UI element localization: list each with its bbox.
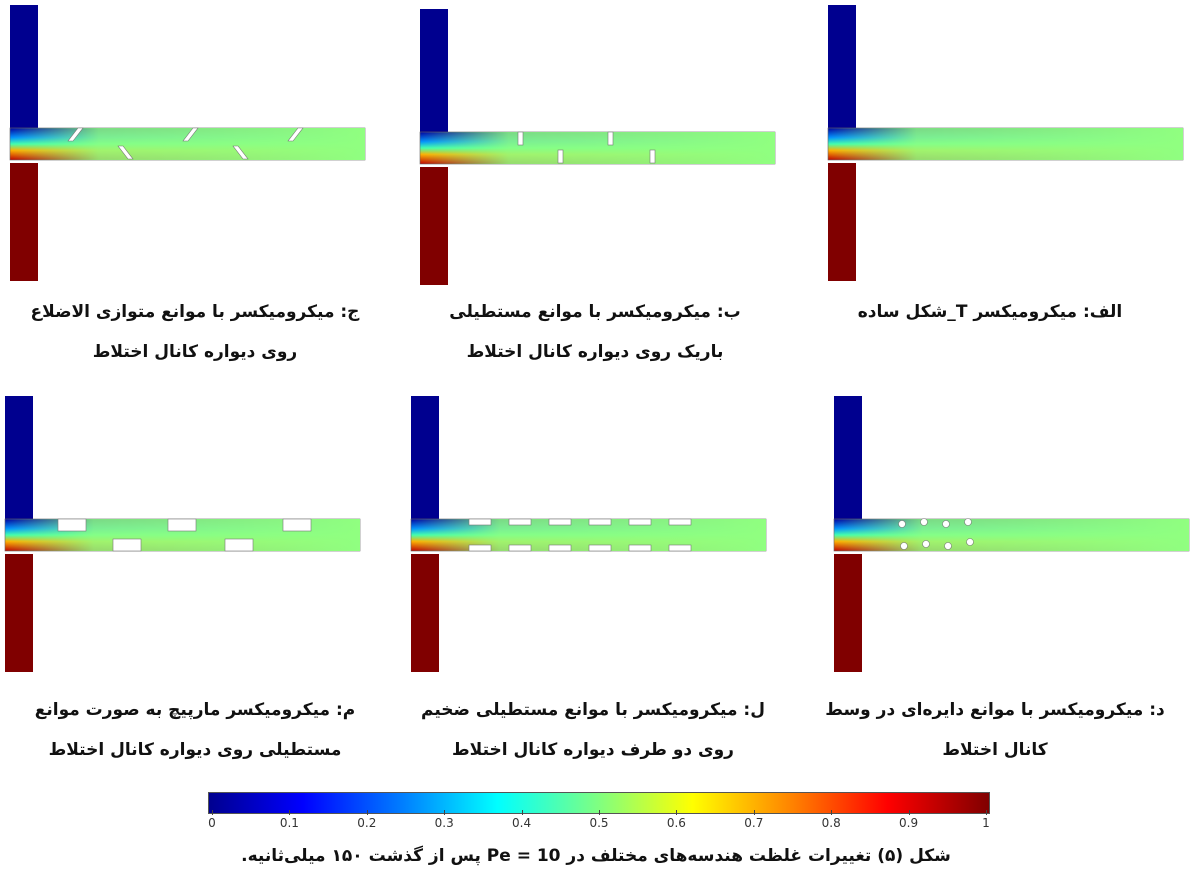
obstacle xyxy=(167,518,197,532)
colorbar-tick-mark xyxy=(753,810,755,815)
colorbar-tick-label: 0.6 xyxy=(666,816,686,830)
obstacle xyxy=(944,542,952,550)
caption-mim: م: میکرومیکسر مارپیچ به صورت موانع مستطیل… xyxy=(34,700,356,760)
panel-alef xyxy=(826,5,1192,295)
panel-lam xyxy=(409,396,789,686)
colorbar-tick-label: 0.9 xyxy=(899,816,919,830)
obstacle xyxy=(649,149,656,164)
obstacle xyxy=(588,518,612,526)
inlet-top xyxy=(834,396,862,524)
obstacle xyxy=(508,544,532,552)
colorbar-tick-label: 1 xyxy=(982,816,990,830)
obstacle xyxy=(232,145,249,160)
colorbar-tick-mark xyxy=(831,810,833,815)
inlet-top xyxy=(420,9,448,137)
inlet-top xyxy=(411,396,439,524)
obstacle xyxy=(112,538,142,552)
mixer-geometry xyxy=(4,396,361,672)
obstacle xyxy=(942,520,950,528)
caption-jim: ج: میکرومیکسر با موانع متوازی الاضلاع روی… xyxy=(30,302,360,362)
mixer-geometry xyxy=(827,5,1184,281)
panel-mim xyxy=(3,396,383,686)
obstacle xyxy=(182,127,199,142)
obstacles xyxy=(57,518,312,552)
mixer-geometry xyxy=(9,5,366,281)
figure-caption: شکل (۵) تغییرات غلظت هندسه‌های مختلف در … xyxy=(241,846,951,866)
inlet-top xyxy=(10,5,38,133)
obstacle xyxy=(628,518,652,526)
mixing-overlay xyxy=(420,132,775,164)
panel-jim xyxy=(8,5,388,295)
panel-be xyxy=(418,9,798,299)
obstacle xyxy=(964,518,972,526)
colorbar-tick-mark xyxy=(366,810,368,815)
colorbar-tick-mark xyxy=(212,810,213,815)
obstacle xyxy=(508,518,532,526)
inlet-top xyxy=(5,396,33,524)
colorbar-tick-label: 0.4 xyxy=(512,816,532,830)
obstacle xyxy=(588,544,612,552)
obstacle xyxy=(668,518,692,526)
obstacle xyxy=(900,542,908,550)
colorbar-tick-mark xyxy=(521,810,523,815)
obstacle xyxy=(224,538,254,552)
mixer-geometry xyxy=(410,396,767,672)
obstacle xyxy=(282,518,312,532)
inlet-bottom xyxy=(5,554,33,672)
obstacles xyxy=(67,127,304,160)
colorbar-tick-label: 0.8 xyxy=(821,816,841,830)
inlet-bottom xyxy=(834,554,862,672)
colorbar-tick-label: 0.1 xyxy=(279,816,299,830)
obstacle xyxy=(668,544,692,552)
colorbar-tick-mark xyxy=(986,810,987,815)
inlet-top xyxy=(828,5,856,133)
obstacles xyxy=(898,518,974,550)
caption-be: ب: میکرومیکسر با موانع مستطیلی باریک روی … xyxy=(449,302,741,362)
panel-dal xyxy=(832,396,1192,686)
obstacle xyxy=(898,520,906,528)
obstacle xyxy=(67,127,84,142)
obstacle xyxy=(920,518,928,526)
inlet-bottom xyxy=(411,554,439,672)
obstacle xyxy=(607,131,614,146)
colorbar-tick-mark xyxy=(289,810,291,815)
inlet-bottom xyxy=(420,167,448,285)
obstacle xyxy=(117,145,134,160)
inlet-bottom xyxy=(828,163,856,281)
colorbar-tick-mark xyxy=(908,810,910,815)
obstacle xyxy=(57,518,87,532)
colorbar-tick-mark xyxy=(676,810,678,815)
caption-lam: ل: میکرومیکسر با موانع مستطیلی ضخیم روی د… xyxy=(421,700,765,760)
colorbar-tick-label: 0 xyxy=(208,816,216,830)
colorbar-tick-mark xyxy=(444,810,446,815)
obstacle xyxy=(287,127,304,142)
obstacle xyxy=(468,544,492,552)
obstacle xyxy=(557,149,564,164)
obstacles xyxy=(517,131,656,164)
mixing-overlay xyxy=(834,519,1189,551)
colorbar-tick-label: 0.3 xyxy=(434,816,454,830)
mixing-overlay xyxy=(828,128,1183,160)
colorbar-tick-mark xyxy=(599,810,600,815)
obstacle xyxy=(966,538,974,546)
mixer-geometry xyxy=(419,9,776,285)
colorbar-tick-label: 0.7 xyxy=(744,816,764,830)
obstacles xyxy=(468,518,692,552)
obstacle xyxy=(468,518,492,526)
obstacle xyxy=(517,131,524,146)
inlet-bottom xyxy=(10,163,38,281)
mixing-overlay xyxy=(411,519,766,551)
colorbar-tick-label: 0.5 xyxy=(589,816,609,830)
obstacle xyxy=(548,544,572,552)
caption-alef: الف: میکرومیکسر T_شکل ساده xyxy=(857,302,1123,322)
obstacle xyxy=(628,544,652,552)
colorbar-ticks: 0 0.1 0.2 0.3 0.4 0.5 0.6 0.7 0.8 0.9 1 xyxy=(208,810,990,836)
caption-dal: د: میکرومیکسر با موانع دایره‌ای در وسط کا… xyxy=(825,700,1165,760)
mixing-overlay xyxy=(10,128,365,160)
colorbar-tick-label: 0.2 xyxy=(357,816,377,830)
mixer-geometry xyxy=(833,396,1190,672)
obstacle xyxy=(548,518,572,526)
obstacle xyxy=(922,540,930,548)
